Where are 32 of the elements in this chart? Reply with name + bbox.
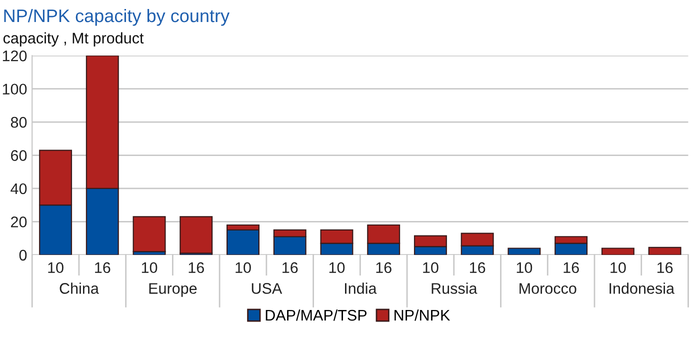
x-tick-label: 10 <box>329 262 345 274</box>
y-tick-label: 80 <box>10 116 27 128</box>
x-tick-label: 16 <box>564 262 579 274</box>
legend-label: DAP/MAP/TSP <box>266 309 367 321</box>
text: Indonesia <box>610 282 674 294</box>
text: Morocco <box>520 283 576 294</box>
y-tick-label: 60 <box>11 150 27 161</box>
x-tick-label: 10 <box>610 262 626 274</box>
x-tick-label: 10 <box>48 262 64 274</box>
text: India <box>345 282 377 294</box>
y-tick-label: 0 <box>19 250 27 261</box>
x-tick-label: 16 <box>282 262 298 274</box>
legend-label: NP/NPK <box>394 309 450 321</box>
x-tick-label: 10 <box>236 262 251 274</box>
x-tick-label: 16 <box>657 262 673 274</box>
text: Europe <box>149 283 197 297</box>
text: USA <box>252 283 282 294</box>
chart-title: NP/NPK capacity by country <box>4 8 230 26</box>
y-tick-label: 100 <box>2 84 27 95</box>
y-axis-title: capacity , Mt product <box>3 32 144 47</box>
x-tick-label: 10 <box>142 262 158 274</box>
x-tick-label: 16 <box>188 262 204 274</box>
text: China <box>60 282 99 294</box>
text: Russia <box>432 282 478 294</box>
x-tick-label: 10 <box>516 262 532 274</box>
x-tick-label: 16 <box>95 262 110 274</box>
y-tick-label: 120 <box>2 50 27 62</box>
x-tick-label: 10 <box>423 262 438 274</box>
x-tick-label: 16 <box>376 262 392 274</box>
y-tick-label: 20 <box>11 216 27 228</box>
x-tick-label: 16 <box>470 262 486 274</box>
y-tick-label: 40 <box>10 183 27 194</box>
